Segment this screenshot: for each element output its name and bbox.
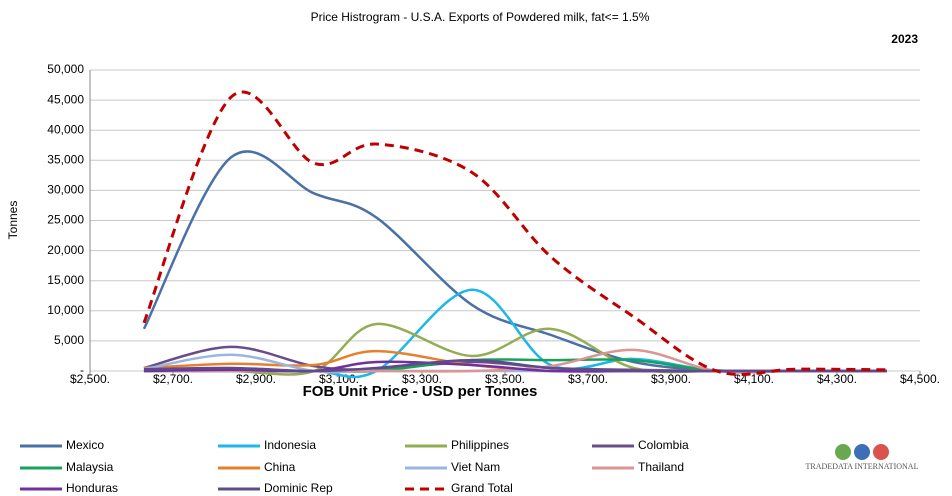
- y-tick-label: 45,000: [47, 92, 84, 106]
- legend-label: Honduras: [66, 481, 118, 495]
- logo-globe: [873, 444, 889, 460]
- series-line: [142, 150, 887, 373]
- legend-label: Colombia: [638, 438, 689, 452]
- series-line: [142, 90, 887, 376]
- legend-label: Philippines: [451, 438, 509, 452]
- x-tick-label: $4,500.: [900, 372, 940, 386]
- y-axis-label: Tonnes: [6, 201, 20, 240]
- y-tick-label: 50,000: [47, 62, 84, 76]
- y-tick-label: 30,000: [47, 183, 84, 197]
- legend-item: Dominic Rep: [218, 481, 333, 495]
- chart-title: Price Histrogram - U.S.A. Exports of Pow…: [311, 10, 650, 24]
- x-tick-label: $2,500.: [70, 372, 110, 386]
- legend-label: Mexico: [66, 438, 104, 452]
- legend-item: Indonesia: [218, 438, 316, 452]
- x-tick-label: $3,500.: [485, 372, 525, 386]
- x-tick-label: $3,900.: [651, 372, 691, 386]
- x-tick-label: $3,700.: [568, 372, 608, 386]
- x-tick-label: $4,300.: [817, 372, 857, 386]
- legend-label: Malaysia: [66, 460, 114, 474]
- legend-label: Indonesia: [264, 438, 316, 452]
- legend-item: Honduras: [20, 481, 118, 495]
- x-tick-label: $2,700.: [153, 372, 193, 386]
- legend-label: Viet Nam: [451, 460, 500, 474]
- legend-label: China: [264, 460, 296, 474]
- chart-subtitle: 2023: [891, 32, 918, 46]
- y-tick-label: 25,000: [47, 213, 84, 227]
- legend-item: Thailand: [592, 460, 684, 474]
- logo-globe: [854, 444, 870, 460]
- x-axis-label: FOB Unit Price - USD per Tonnes: [303, 383, 538, 400]
- x-tick-label: $2,900.: [236, 372, 276, 386]
- y-tick-label: 35,000: [47, 152, 84, 166]
- legend-label: Grand Total: [451, 481, 513, 495]
- y-tick-label: 15,000: [47, 273, 84, 287]
- legend-item: Philippines: [405, 438, 509, 452]
- y-tick-label: 10,000: [47, 303, 84, 317]
- legend-item: Malaysia: [20, 460, 114, 474]
- logo-globe: [835, 444, 851, 460]
- legend-item: Grand Total: [405, 481, 513, 495]
- y-tick-label: -: [80, 363, 84, 377]
- legend-label: Thailand: [638, 460, 684, 474]
- logo-text: TRADEDATA INTERNATIONAL: [806, 462, 919, 471]
- y-tick-label: 5,000: [54, 333, 84, 347]
- series-line: [143, 358, 887, 373]
- legend-item: Colombia: [592, 438, 689, 452]
- legend-label: Dominic Rep: [264, 481, 333, 495]
- logo: TRADEDATA INTERNATIONAL: [806, 444, 919, 471]
- legend-item: Mexico: [20, 438, 104, 452]
- y-tick-label: 40,000: [47, 122, 84, 136]
- x-tick-label: $4,100.: [734, 372, 774, 386]
- legend-item: China: [218, 460, 296, 474]
- y-tick-label: 20,000: [47, 243, 84, 257]
- x-tick-label: $3,300.: [402, 372, 442, 386]
- legend-item: Viet Nam: [405, 460, 500, 474]
